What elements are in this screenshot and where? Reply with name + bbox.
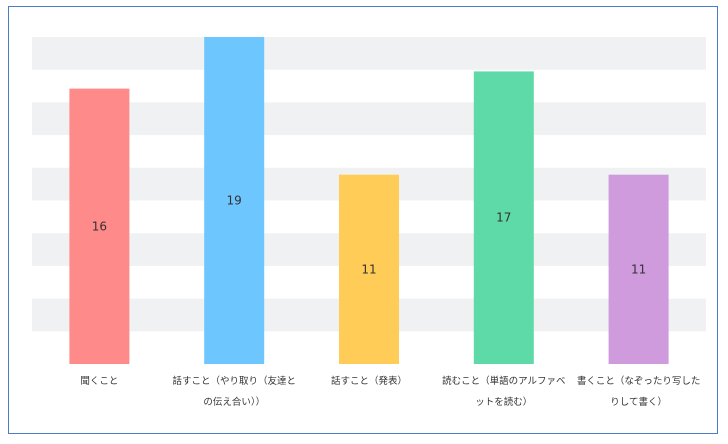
grid-band — [32, 102, 706, 136]
bar — [204, 37, 265, 364]
bar — [473, 71, 534, 364]
grid-band — [32, 37, 706, 70]
category-label: 話すこと（発表） — [331, 375, 407, 387]
bar — [69, 88, 130, 364]
category-label: 聞くこと — [80, 376, 118, 387]
bar — [339, 174, 399, 364]
category-label: ットを読む） — [475, 396, 532, 408]
category-label: 書くこと（なぞったり写した — [577, 375, 701, 387]
category-label: の伝え合い）） — [203, 396, 265, 408]
bar-value-label: 11 — [361, 262, 376, 276]
bar — [608, 174, 669, 364]
bar-value-label: 17 — [496, 211, 511, 225]
category-label: りして書く） — [610, 396, 667, 408]
bar-value-label: 11 — [631, 262, 646, 276]
bar-value-label: 19 — [227, 194, 242, 208]
category-label: 読むこと（単語のアルファベ — [442, 375, 565, 387]
category-label: 話すこと（やり取り（友達と — [172, 375, 296, 387]
bar-value-label: 16 — [92, 219, 107, 233]
